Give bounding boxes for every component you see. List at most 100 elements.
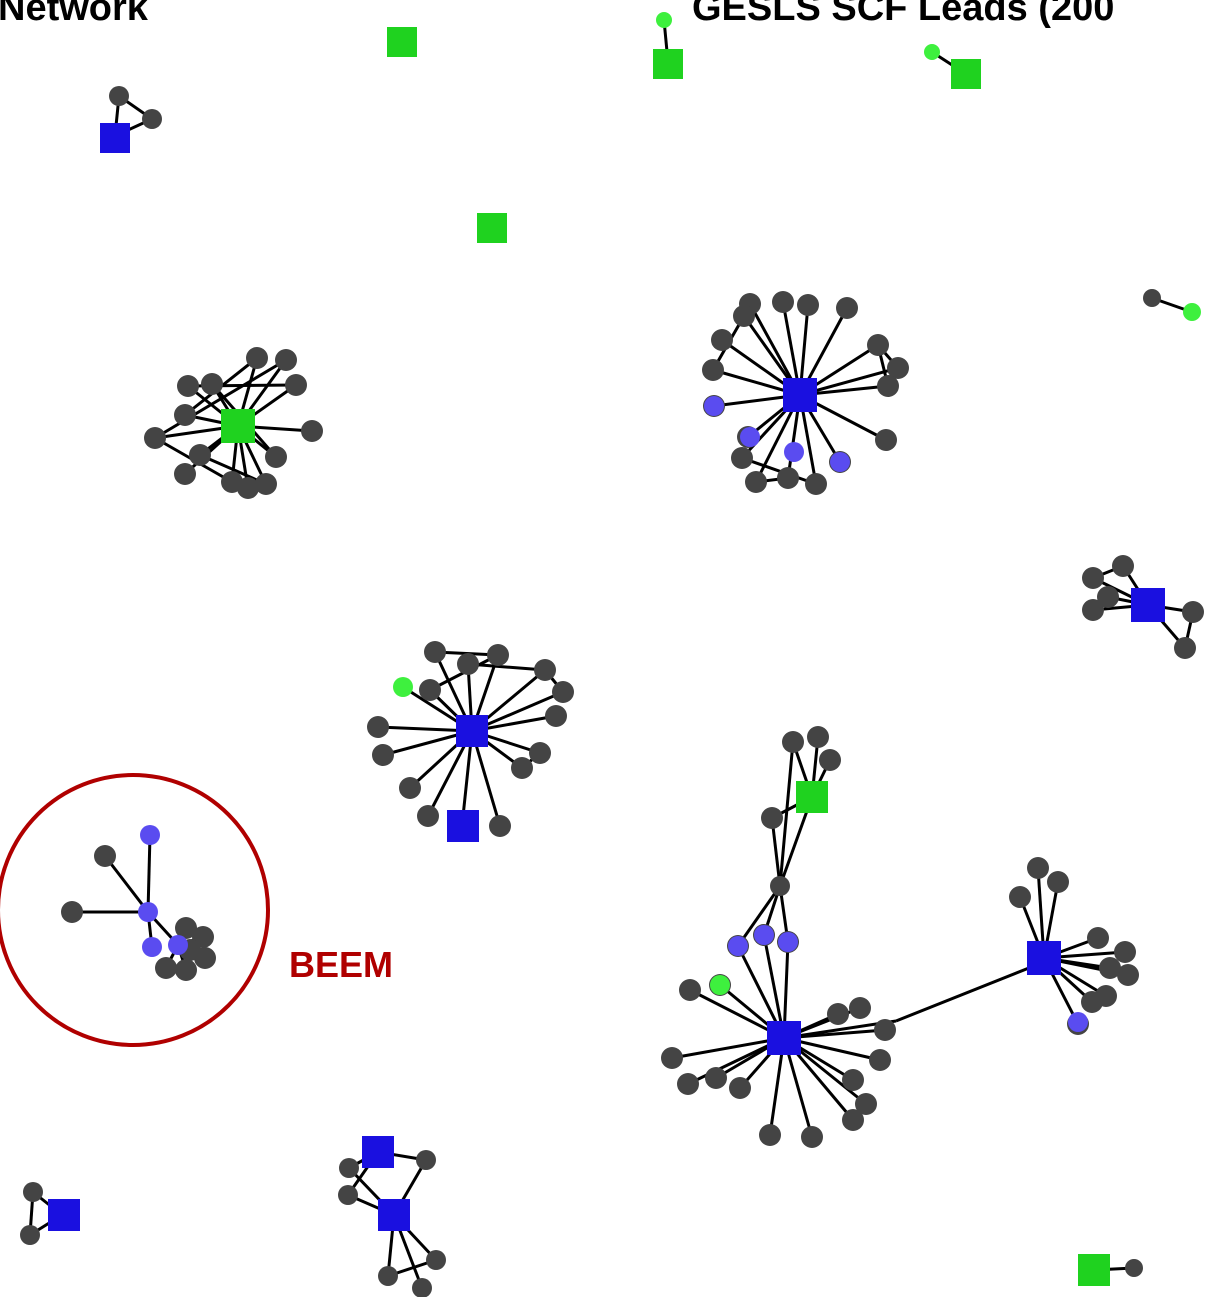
- node-circle: [656, 12, 672, 28]
- node-circle: [1081, 991, 1103, 1013]
- node-circle: [201, 373, 223, 395]
- node-circle: [661, 1047, 683, 1069]
- node-circle: [144, 427, 166, 449]
- edge: [895, 960, 1045, 1023]
- beem-highlight-circle: [0, 773, 270, 1047]
- node-circle: [1047, 871, 1069, 893]
- node-circle: [754, 925, 774, 945]
- node-circle: [23, 1182, 43, 1202]
- node-circle: [552, 681, 574, 703]
- node-circle: [265, 446, 287, 468]
- node-circle: [827, 1003, 849, 1025]
- node-square: [447, 810, 479, 842]
- node-circle: [487, 644, 509, 666]
- node-circle: [109, 86, 129, 106]
- node-circle: [869, 1049, 891, 1071]
- node-circle: [419, 679, 441, 701]
- node-circle: [761, 807, 783, 829]
- node-circle: [733, 305, 755, 327]
- node-circle: [534, 659, 556, 681]
- node-circle: [867, 334, 889, 356]
- node-circle: [830, 452, 850, 472]
- node-circle: [784, 442, 804, 462]
- node-circle: [378, 1266, 398, 1286]
- node-circle: [777, 467, 799, 489]
- beem-label: BEEM: [289, 944, 393, 985]
- node-circle: [887, 357, 909, 379]
- node-square: [951, 59, 981, 89]
- edge: [146, 834, 152, 913]
- node-circle: [174, 404, 196, 426]
- node-circle: [1112, 555, 1134, 577]
- node-circle: [842, 1069, 864, 1091]
- edge: [154, 358, 287, 440]
- node-circle: [416, 1150, 436, 1170]
- node-circle: [275, 349, 297, 371]
- node-circle: [424, 641, 446, 663]
- title-right: GESLS SCF Leads (200: [692, 0, 1114, 29]
- node-circle: [529, 742, 551, 764]
- node-square: [221, 409, 255, 443]
- node-circle: [175, 917, 197, 939]
- node-circle: [174, 463, 196, 485]
- node-circle: [393, 677, 413, 697]
- node-circle: [20, 1225, 40, 1245]
- node-circle: [875, 429, 897, 451]
- node-square: [378, 1199, 410, 1231]
- node-square: [48, 1199, 80, 1231]
- node-circle: [877, 375, 899, 397]
- node-circle: [1099, 957, 1121, 979]
- node-circle: [246, 347, 268, 369]
- node-circle: [759, 1124, 781, 1146]
- edge: [778, 741, 795, 887]
- node-circle: [710, 975, 730, 995]
- node-circle: [924, 44, 940, 60]
- node-circle: [1182, 601, 1204, 623]
- node-circle: [457, 653, 479, 675]
- node-circle: [1027, 857, 1049, 879]
- node-circle: [545, 705, 567, 727]
- node-circle: [677, 1073, 699, 1095]
- node-circle: [339, 1158, 359, 1178]
- edge: [741, 456, 817, 486]
- node-square: [477, 213, 507, 243]
- node-circle: [842, 1109, 864, 1131]
- node-circle: [1082, 599, 1104, 621]
- edge: [103, 855, 150, 913]
- node-circle: [372, 744, 394, 766]
- node-circle: [772, 291, 794, 313]
- edge: [671, 1036, 785, 1060]
- node-circle: [412, 1278, 432, 1297]
- node-circle: [61, 901, 83, 923]
- node-circle: [782, 731, 804, 753]
- node-circle: [740, 427, 760, 447]
- node-circle: [731, 447, 753, 469]
- edge: [736, 885, 782, 947]
- node-circle: [1068, 1012, 1088, 1032]
- node-circle: [417, 805, 439, 827]
- edge: [770, 817, 782, 887]
- node-circle: [426, 1250, 446, 1270]
- node-circle: [849, 997, 871, 1019]
- node-circle: [702, 359, 724, 381]
- node-circle: [805, 473, 827, 495]
- node-circle: [511, 757, 533, 779]
- node-circle: [140, 825, 160, 845]
- node-circle: [855, 1093, 877, 1115]
- node-circle: [175, 959, 197, 981]
- node-circle: [770, 876, 790, 896]
- node-circle: [704, 396, 724, 416]
- node-circle: [836, 297, 858, 319]
- node-circle: [728, 936, 748, 956]
- node-square: [1131, 588, 1165, 622]
- node-circle: [705, 1067, 727, 1089]
- node-circle: [711, 329, 733, 351]
- edge: [199, 453, 267, 486]
- node-square: [783, 378, 817, 412]
- node-circle: [94, 845, 116, 867]
- node-circle: [138, 902, 158, 922]
- node-circle: [807, 726, 829, 748]
- node-square: [456, 715, 488, 747]
- node-circle: [1174, 637, 1196, 659]
